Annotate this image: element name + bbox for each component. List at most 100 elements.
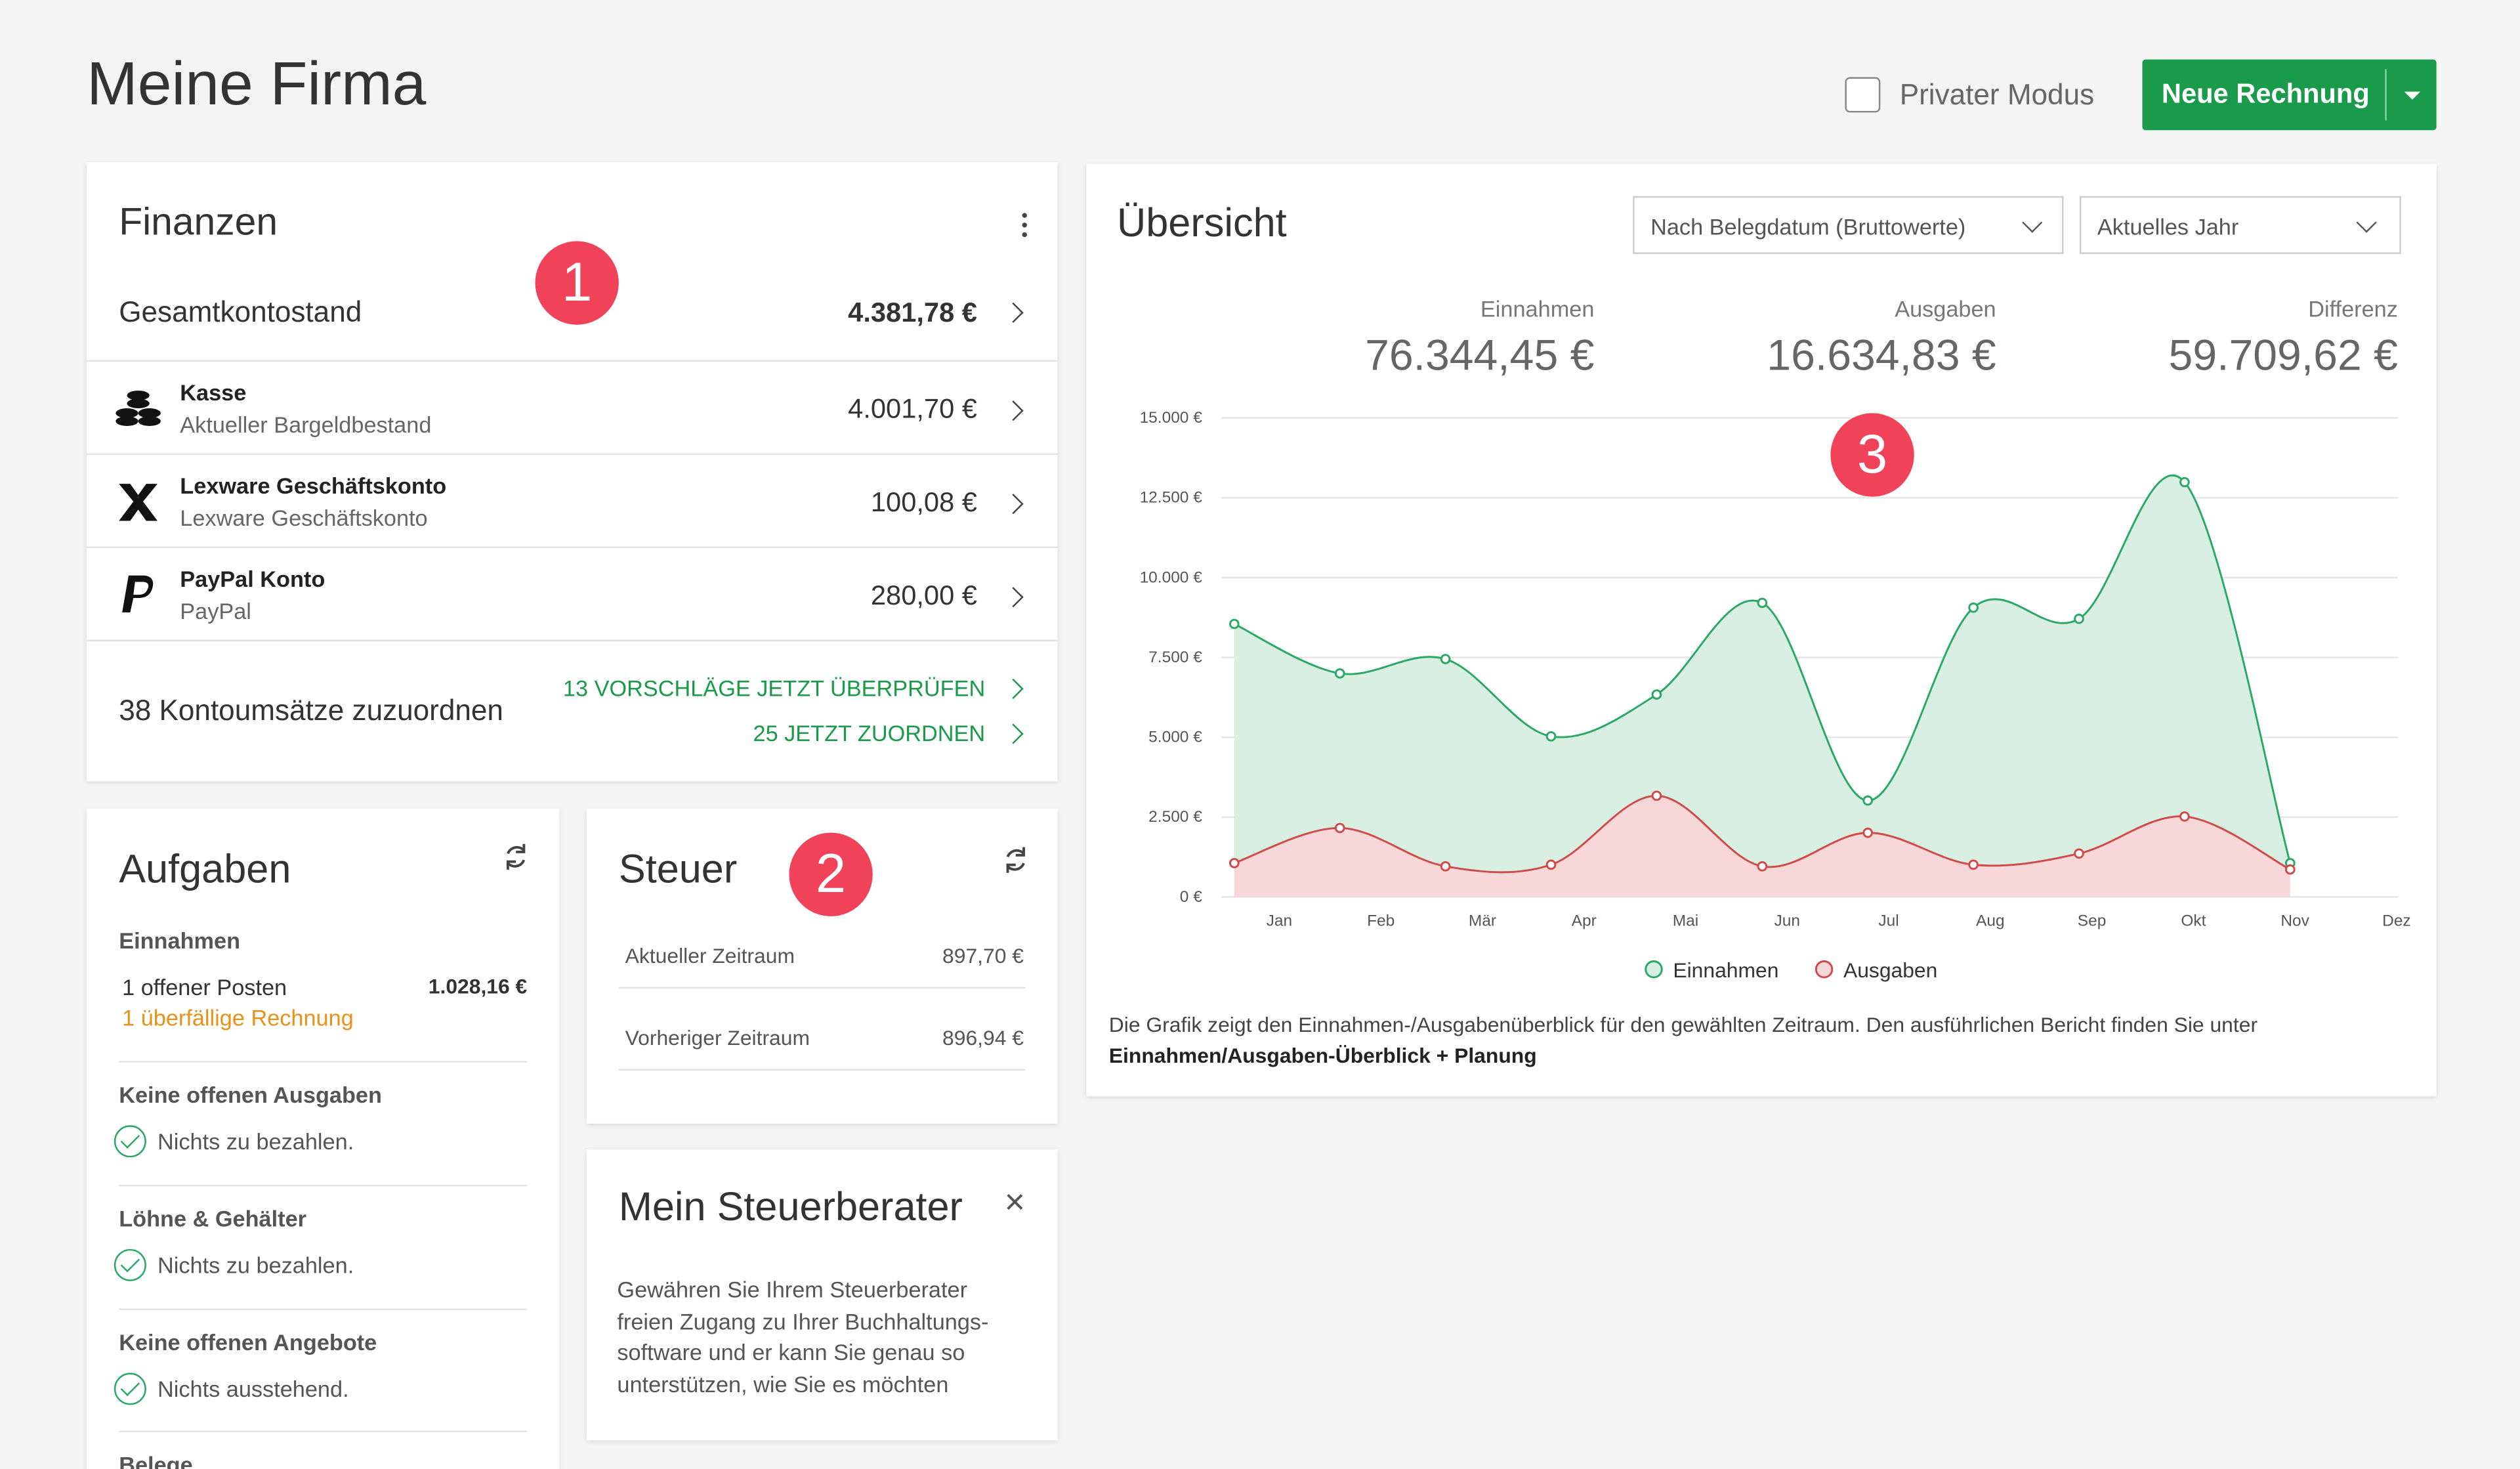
point bbox=[1228, 618, 1240, 629]
refresh-icon[interactable] bbox=[500, 841, 532, 873]
menu[interactable] bbox=[1022, 210, 1027, 240]
filter-select[interactable]: Nach Belegdatum (Bruttowerte) bbox=[1633, 196, 2064, 254]
point bbox=[1862, 827, 1874, 838]
account-amount: 100,08 € bbox=[870, 487, 977, 518]
x-tick-label: Jan bbox=[1267, 912, 1292, 930]
x-tick-label: Mär bbox=[1469, 912, 1496, 930]
badge: 1 bbox=[535, 241, 619, 325]
point bbox=[1862, 795, 1874, 806]
chevron[interactable] bbox=[1003, 400, 1024, 421]
y-tick-label: 10.000 € bbox=[1140, 568, 1203, 586]
check-icon bbox=[114, 1248, 146, 1281]
stat-value: 16.634,83 € bbox=[1767, 331, 1996, 379]
x-tick-label: Jun bbox=[1774, 912, 1800, 930]
x-tick-label: Nov bbox=[2280, 912, 2309, 930]
refresh-icon[interactable] bbox=[999, 844, 1032, 876]
point bbox=[1757, 861, 1768, 872]
card-title: Steuer bbox=[618, 847, 738, 893]
divider bbox=[119, 1184, 528, 1187]
point bbox=[2074, 848, 2084, 859]
tasks-card: Aufgaben Einnahmen 1 offener Posten 1.02… bbox=[87, 808, 560, 1469]
account-name: Lexware Geschäftskonto bbox=[180, 473, 447, 499]
dropdown-arrow[interactable] bbox=[2404, 91, 2421, 100]
filter-select[interactable]: Aktuelles Jahr bbox=[2079, 196, 2401, 254]
task-amount: 1.028,16 € bbox=[428, 974, 528, 998]
area bbox=[1234, 475, 2290, 897]
account-name: PayPal Konto bbox=[180, 566, 326, 592]
task-line: 1 offener Posten bbox=[122, 974, 287, 1000]
advisor-line: Gewähren Sie Ihrem Steuerberater bbox=[617, 1276, 968, 1302]
point bbox=[2179, 477, 2190, 488]
page-title: Meine Firma bbox=[87, 51, 427, 119]
point bbox=[1651, 790, 1662, 801]
stat-label: Differenz bbox=[2308, 295, 2398, 322]
x-tick-label: Apr bbox=[1572, 912, 1597, 930]
divider bbox=[618, 987, 1026, 989]
point bbox=[2074, 613, 2084, 624]
account-name: Kasse bbox=[180, 379, 247, 406]
chevron[interactable] bbox=[1003, 302, 1024, 323]
badge: 2 bbox=[789, 832, 873, 916]
chart: 0 € 2.500 € 5.000 € 7.500 € 10.000 € 12.500 €… bbox=[1140, 409, 2411, 982]
tax-value: 896,94 € bbox=[942, 1025, 1024, 1050]
chevron[interactable] bbox=[1003, 587, 1024, 608]
card-title: Finanzen bbox=[119, 201, 278, 245]
stat-value: 59.709,62 € bbox=[2168, 331, 2398, 379]
tax-label: Vorheriger Zeitraum bbox=[625, 1025, 810, 1050]
y-tick-label: 7.500 € bbox=[1148, 649, 1202, 666]
point bbox=[2284, 864, 2296, 875]
section-heading: Einnahmen bbox=[119, 927, 241, 954]
chevron[interactable] bbox=[1003, 494, 1024, 515]
point bbox=[1228, 858, 1240, 868]
account-sub: Lexware Geschäftskonto bbox=[180, 504, 428, 531]
status: Nichts ausstehend. bbox=[158, 1376, 349, 1402]
check-icon bbox=[114, 1125, 146, 1158]
y-tick-label: 5.000 € bbox=[1148, 729, 1202, 746]
link[interactable]: 13 VORSCHLÄGE JETZT ÜBERPRÜFEN bbox=[562, 675, 986, 701]
legend-marker bbox=[1815, 960, 1834, 979]
account-sub: PayPal bbox=[180, 598, 251, 624]
x-tick-label: Feb bbox=[1367, 912, 1395, 930]
card-title: Übersicht bbox=[1117, 201, 1287, 246]
y-tick-label: 0 € bbox=[1180, 888, 1202, 906]
account-icon bbox=[122, 575, 154, 613]
account-sub: Aktueller Bargeldbestand bbox=[180, 411, 432, 438]
divider bbox=[618, 1069, 1026, 1071]
x-tick-label: Okt bbox=[2181, 912, 2206, 930]
divider bbox=[87, 639, 1058, 642]
link[interactable]: 25 JETZT ZUORDNEN bbox=[753, 720, 986, 746]
account-amount: 280,00 € bbox=[870, 580, 977, 611]
report-link[interactable]: Einnahmen/Ausgaben-Überblick + Planung bbox=[1108, 1043, 1537, 1068]
warning[interactable]: 1 überfällige Rechnung bbox=[122, 1004, 354, 1031]
new-invoice-button[interactable]: Neue Rechnung bbox=[2142, 59, 2437, 131]
stat-label: Einnahmen bbox=[1480, 295, 1595, 322]
point bbox=[1651, 689, 1662, 700]
stat-label: Ausgaben bbox=[1895, 295, 1996, 322]
advisor-card: Mein Steuerberater × Gewähren Sie Ihrem … bbox=[586, 1149, 1058, 1441]
badge: 3 bbox=[1830, 413, 1914, 497]
select-label: Nach Belegdatum (Bruttowerte) bbox=[1650, 213, 1966, 240]
account-icon bbox=[119, 484, 158, 521]
point bbox=[1440, 654, 1451, 664]
status: Nichts zu bezahlen. bbox=[158, 1252, 354, 1278]
total-label: Gesamtkontostand bbox=[119, 295, 362, 328]
close[interactable]: × bbox=[1004, 1182, 1026, 1222]
overview-card: Übersicht Nach Belegdatum (Bruttowerte) … bbox=[1086, 163, 2437, 1097]
checkbox[interactable] bbox=[1845, 77, 1881, 113]
account-amount: 4.001,70 € bbox=[848, 394, 977, 425]
chevron[interactable] bbox=[1003, 678, 1024, 699]
stat-value: 76.344,45 € bbox=[1365, 331, 1595, 379]
account-icon bbox=[116, 391, 161, 426]
y-tick-label: 15.000 € bbox=[1140, 409, 1203, 427]
point bbox=[1334, 822, 1345, 834]
divider bbox=[87, 546, 1058, 549]
advisor-line: unterstützen, wie Sie es möchten bbox=[617, 1370, 949, 1396]
area bbox=[1234, 796, 2290, 897]
divider bbox=[2385, 69, 2387, 121]
select-label: Aktuelles Jahr bbox=[2097, 213, 2239, 240]
chevron[interactable] bbox=[1003, 723, 1024, 744]
tax-card: Steuer 2 Aktueller Zeitraum 897,70 € Vorhe… bbox=[586, 808, 1058, 1124]
x-tick-label: Mai bbox=[1673, 912, 1698, 930]
